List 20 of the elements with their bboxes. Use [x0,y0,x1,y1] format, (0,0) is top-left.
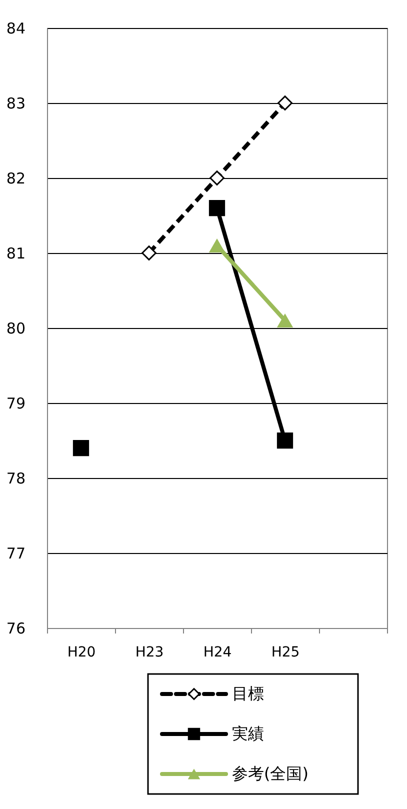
x-tick-label: H24 [203,644,232,660]
y-tick-label: 77 [6,544,26,562]
y-tick-label: 84 [6,20,26,38]
x-tick-label: H20 [67,644,96,660]
legend-label: 実績 [232,724,264,743]
y-tick-label: 78 [6,470,26,488]
y-tick-label: 83 [6,94,26,112]
point [210,170,224,186]
x-tick-label: H25 [271,644,300,660]
y-tick-label: 79 [6,394,26,412]
y-tick-label: 76 [6,620,26,638]
y-tick-label: 81 [6,244,26,262]
point [72,440,90,456]
x-tick-label: H23 [135,644,164,660]
point [142,246,156,260]
legend-label: 参考(全国) [232,764,308,783]
y-tick-label: 80 [6,320,26,338]
y-tick-label: 82 [6,170,26,188]
point [278,96,292,110]
legend-label: 目標 [232,684,264,703]
